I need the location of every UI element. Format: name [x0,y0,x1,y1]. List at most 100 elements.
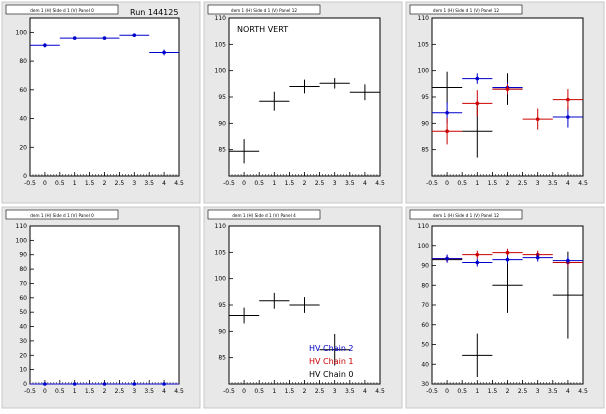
y-tick-label: 110 [418,15,430,22]
data-point [132,33,137,38]
x-tick-label: 4.5 [174,180,184,187]
x-tick-label: 3 [132,180,136,187]
x-tick-label: 0 [242,388,246,395]
data-point [566,97,570,102]
y-tick-label: 110 [215,15,227,22]
legend-entry: HV Chain 2 [309,344,354,353]
y-tick-label: 80 [19,266,27,273]
x-tick-label: 0.5 [254,180,264,187]
y-tick-label: 105 [215,41,227,48]
y-tick-label: 95 [218,302,226,309]
x-tick-label: 2.5 [518,180,528,187]
x-tick-label: 2.5 [315,388,325,395]
title-box: dem 1 (H) Side d 1 (V) Panel 0 [5,209,119,220]
data-point [475,252,480,257]
y-tick-label: 100 [16,237,28,244]
series-red [432,83,583,145]
legend-entry: HV Chain 0 [309,370,354,379]
chart-title: dem 1 (H) Side d 1 (V) Panel 12 [433,8,500,13]
y-tick-label: 90 [421,120,429,127]
x-tick-label: 3.5 [144,388,154,395]
x-tick-label: 1 [73,388,77,395]
chart-title: dem 1 (H) Side d 1 (V) Panel 0 [30,8,94,13]
title-box-frame [207,209,321,220]
x-tick-label: 3.5 [548,180,558,187]
x-tick-label: 2 [103,180,107,187]
x-tick-label: 3 [536,180,540,187]
x-tick-label: 1 [475,388,479,395]
data-point [535,117,540,121]
y-tick-label: 85 [218,147,226,154]
chart-title: dem 1 (H) Side d 1 (V) Panel 12 [433,213,500,218]
chart-panel-3: dem 1 (H) Side d 1 (V) Panel 12 -0.5 0 0.5 1… [405,1,605,204]
x-tick-label: 4.5 [578,180,588,187]
x-tick-label: 3 [132,388,136,395]
y-tick-label: 90 [19,252,27,259]
x-tick-label: 0.5 [254,388,264,395]
x-tick-label: 2 [506,388,510,395]
x-tick-label: 2.5 [315,180,325,187]
x-tick-label: 1.5 [488,180,498,187]
x-tick-label: -0.5 [426,180,438,187]
chart-title: dem 1 (H) Side d 1 (V) Panel 0 [30,213,94,218]
y-tick-label: 100 [215,68,227,75]
title-box-frame [5,4,119,15]
data-point [445,129,449,134]
x-tick-label: 4.5 [578,388,588,395]
data-point [566,115,570,119]
y-tick-label: 30 [421,381,429,388]
y-tick-label: 95 [421,94,429,101]
y-tick-label: 110 [215,223,227,230]
y-tick-label: 80 [421,282,429,289]
data-point [505,250,510,255]
y-tick-label: 70 [421,302,429,309]
y-tick-label: 110 [418,223,430,230]
plot-frame [29,17,180,177]
y-tick-label: 40 [19,116,27,123]
x-tick-label: 3 [333,180,337,187]
y-tick-label: 0 [23,381,27,388]
y-tick-label: 20 [19,352,27,359]
title-box-frame [5,209,119,220]
x-tick-label: 2 [303,388,307,395]
plot-frame [228,17,381,177]
x-tick-label: 1.5 [85,180,95,187]
x-tick-label: 4 [363,388,367,395]
data-point [132,382,137,386]
x-tick-label: 1.5 [285,388,295,395]
title-box-frame [409,4,523,15]
y-tick-label: 105 [418,41,430,48]
title-box-frame [409,209,523,220]
y-tick-label: 40 [19,324,27,331]
data-point [72,382,77,386]
y-tick-label: 100 [418,68,430,75]
y-tick-label: 100 [215,276,227,283]
y-tick-label: 50 [421,342,429,349]
x-tick-label: 1 [272,180,276,187]
series-black [229,78,380,164]
data-point [445,256,449,261]
plot-frame [29,225,180,385]
y-tick-label: 100 [418,243,430,250]
x-tick-label: 4 [566,388,570,395]
series-blue [30,382,179,386]
x-tick-label: 0 [445,180,449,187]
chart-panel-1: dem 1 (H) Side d 1 (V) Panel 0-0.5 0 0.5 1 1… [1,1,201,204]
x-tick-label: 2 [103,388,107,395]
y-tick-label: 60 [421,322,429,329]
x-tick-label: 1 [475,180,479,187]
title-box: dem 1 (H) Side d 1 (V) Panel 12 [207,4,321,15]
x-tick-label: 1.5 [285,180,295,187]
title-box-frame [207,4,321,15]
data-point [505,257,510,262]
series-blue [432,253,583,267]
data-point [475,76,480,81]
y-tick-label: 90 [421,263,429,270]
y-tick-label: 50 [19,309,27,316]
x-tick-label: 0 [43,388,47,395]
x-tick-label: -0.5 [223,180,235,187]
data-point [445,111,449,115]
x-tick-label: 0 [445,388,449,395]
x-tick-label: 0.5 [55,388,65,395]
x-tick-label: 3.5 [345,180,355,187]
